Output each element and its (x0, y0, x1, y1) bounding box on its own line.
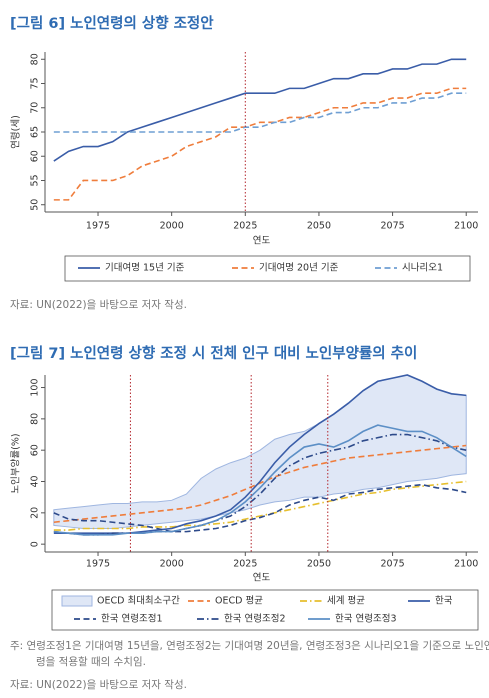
legend-box (51, 589, 479, 631)
x-tick-label: 2050 (307, 559, 331, 570)
y-tick-label: 60 (30, 444, 41, 456)
note: 주: 연령조정1은 기대여명 15년을, 연령조정2는 기대여명 20년을, 연… (10, 640, 489, 668)
legend-swatch (61, 595, 93, 607)
y-tick-label: 60 (30, 150, 41, 162)
legend-label: 기대여명 20년 기준 (259, 262, 339, 274)
series-line (53, 58, 467, 162)
x-tick-label: 2000 (160, 221, 184, 232)
x-tick-label: 2075 (380, 221, 404, 232)
y-axis-title: 연령(세) (10, 115, 22, 149)
y-tick-label: 70 (30, 102, 41, 114)
series-line (53, 87, 467, 201)
x-tick-label: 2100 (454, 559, 478, 570)
y-tick-label: 50 (30, 199, 41, 211)
legend-label: 한국 연령조정3 (335, 613, 397, 625)
y-tick-label: 0 (30, 541, 41, 547)
y-tick-label: 40 (30, 475, 41, 487)
x-tick-label: 1975 (86, 221, 110, 232)
range-band (53, 374, 467, 530)
x-tick-label: 1975 (86, 559, 110, 570)
figure-title: [그림 6] 노인연령의 상향 조정안 (10, 16, 214, 32)
x-tick-label: 2025 (233, 559, 257, 570)
series-line (53, 424, 467, 536)
charts: 50 55 60 65 70 75 80 1975 2000 2025 2050 2075 2100 연도… (10, 52, 479, 631)
series-line (53, 92, 467, 133)
y-tick-label: 100 (30, 378, 41, 396)
legend-label: OECD 평균 (215, 596, 263, 607)
x-axis-title: 연도 (253, 573, 271, 584)
y-tick-label: 80 (30, 413, 41, 425)
x-tick-label: 2050 (307, 221, 331, 232)
x-tick-label: 2000 (160, 559, 184, 570)
series-line (53, 480, 467, 531)
y-tick-label: 20 (30, 507, 41, 519)
legend-label: 시나리오1 (402, 263, 443, 274)
source: 자료: UN(2022)을 바탕으로 저자 작성. (10, 679, 187, 691)
legend-box (64, 255, 471, 282)
x-tick-label: 2075 (380, 559, 404, 570)
legend-label: 한국 연령조정1 (101, 613, 163, 625)
legend-label: 한국 (435, 596, 453, 607)
y-tick-label: 75 (30, 77, 41, 89)
x-tick-label: 2100 (454, 221, 478, 232)
legend-label: 기대여명 15년 기준 (105, 262, 185, 274)
source: 자료: UN(2022)을 바탕으로 저자 작성. (10, 299, 187, 311)
y-axis-title: 노인부양률(%) (11, 433, 22, 493)
y-tick-label: 65 (30, 126, 41, 138)
x-axis-title: 연도 (253, 236, 271, 247)
legend-label: 세계 평균 (327, 595, 365, 607)
y-tick-label: 55 (30, 174, 41, 186)
x-tick-label: 2025 (233, 221, 257, 232)
series-line (53, 483, 467, 533)
y-tick-label: 80 (30, 53, 41, 65)
legend-label: OECD 최대최소구간 (97, 596, 180, 607)
figure-title: [그림 7] 노인연령 상향 조정 시 전체 인구 대비 노인부양률의 추이 (10, 346, 418, 362)
legend-label: 한국 연령조정2 (224, 613, 286, 625)
series-line (53, 444, 467, 524)
